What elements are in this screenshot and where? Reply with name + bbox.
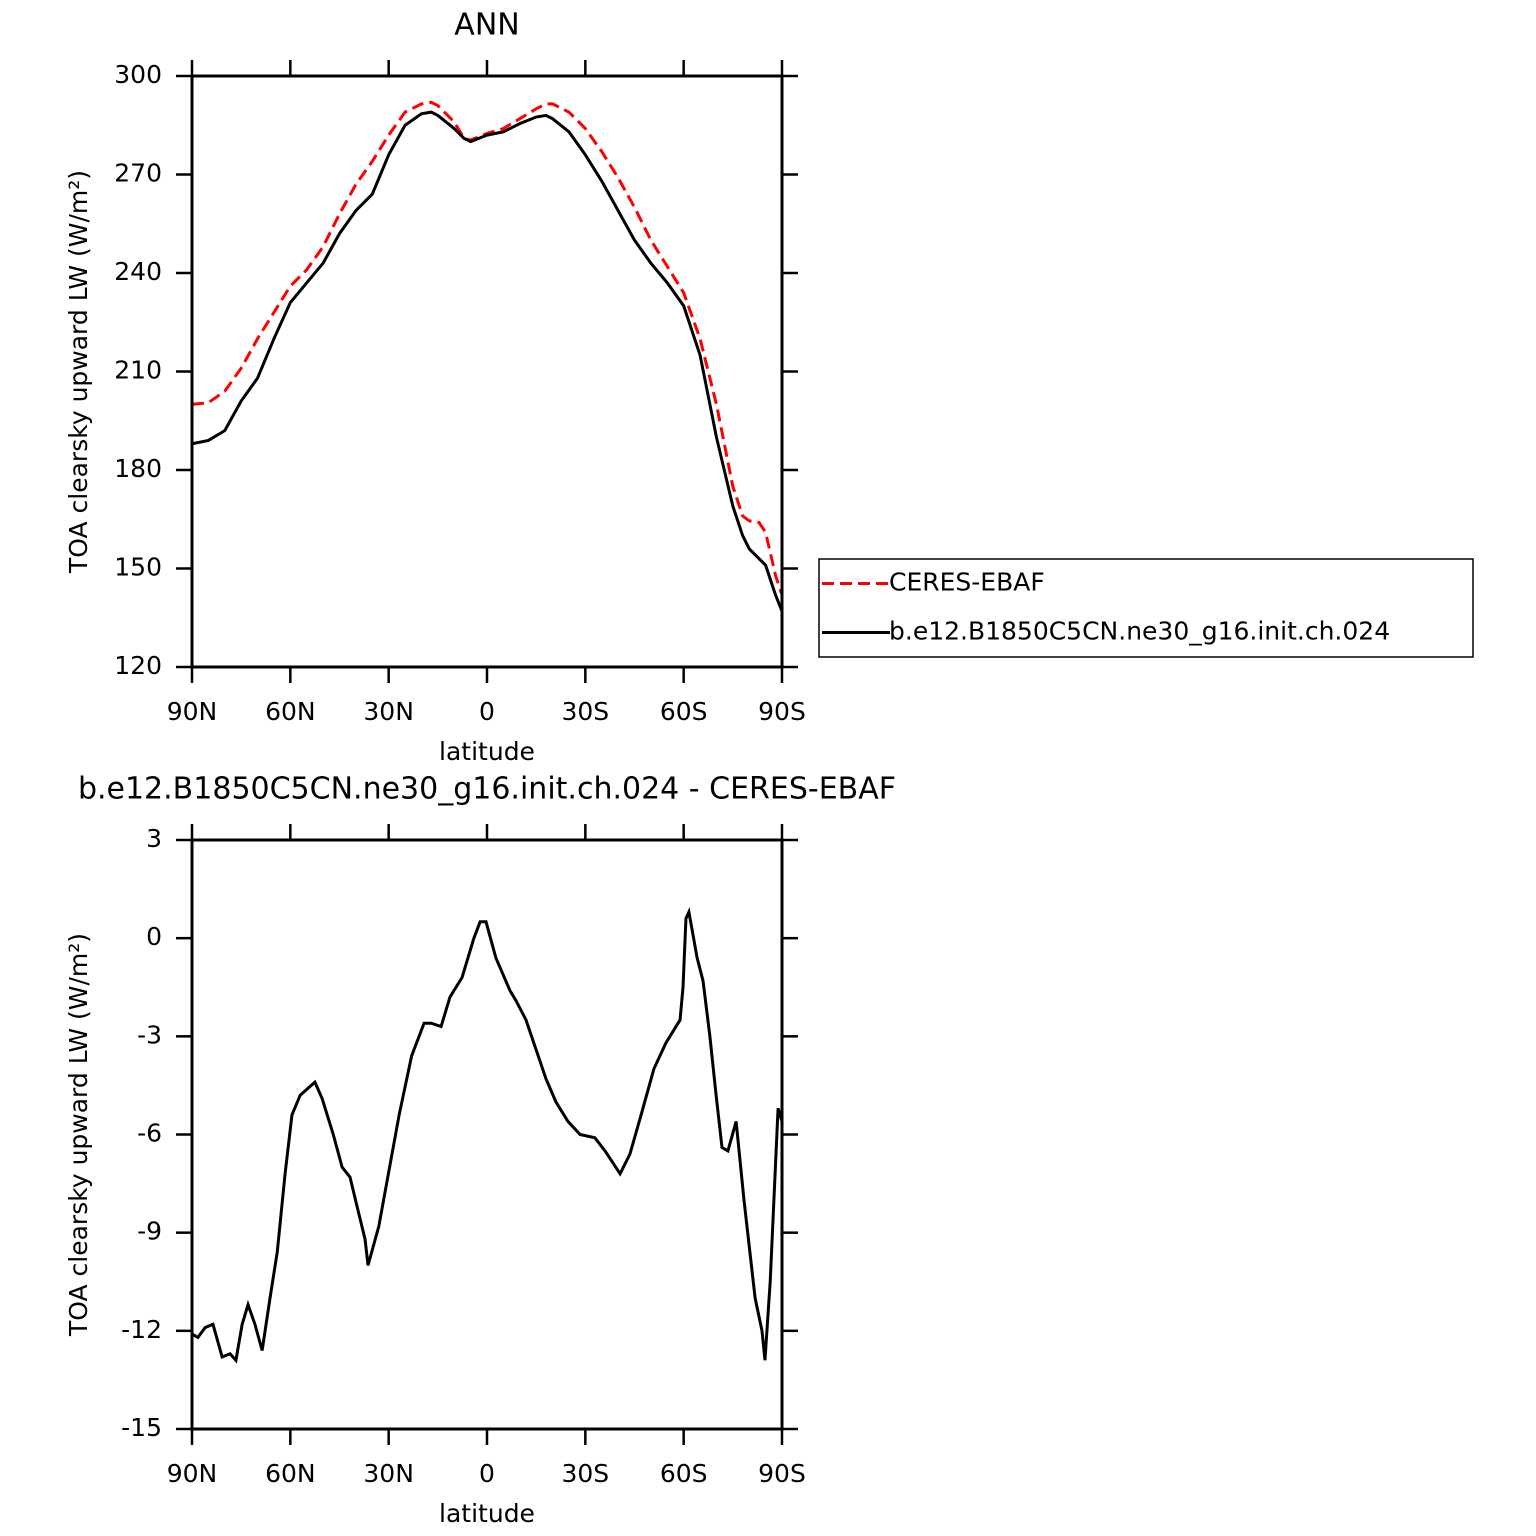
x-tick-label: 30S (561, 1459, 609, 1488)
x-tick-label: 90S (758, 1459, 806, 1488)
legend-label: b.e12.B1850C5CN.ne30_g16.init.ch.024 (889, 617, 1390, 646)
plot-frame (190, 838, 784, 1431)
y-tick-label: 180 (114, 454, 162, 483)
data-line (191, 110, 784, 612)
y-tick-label: -9 (137, 1217, 162, 1246)
y-tick-label: 3 (146, 824, 162, 853)
x-tick-label: 30N (363, 697, 414, 726)
x-tick-label: 60N (265, 697, 316, 726)
x-tick-label: 60N (265, 1459, 316, 1488)
y-axis-label: TOA clearsky upward LW (W/m²) (64, 933, 93, 1337)
y-tick-label: 210 (114, 356, 162, 385)
y-tick-label: -15 (121, 1413, 162, 1442)
y-tick-label: 150 (114, 553, 162, 582)
y-axis-label: TOA clearsky upward LW (W/m²) (64, 170, 93, 574)
y-tick-label: 120 (114, 651, 162, 680)
x-tick-label: 0 (479, 1459, 495, 1488)
x-tick-label: 30N (363, 1459, 414, 1488)
x-tick-label: 30S (561, 697, 609, 726)
y-tick-label: 300 (114, 60, 162, 89)
plot-frame (190, 74, 784, 669)
y-tick-label: -12 (121, 1315, 162, 1344)
x-tick-label: 60S (660, 1459, 708, 1488)
legend-label: CERES-EBAF (889, 568, 1045, 597)
y-tick-label: -6 (137, 1119, 162, 1148)
chart-title: ANN (454, 8, 519, 43)
legend-box (818, 558, 1474, 658)
x-axis-label: latitude (439, 737, 535, 766)
x-tick-label: 90N (167, 697, 218, 726)
x-tick-label: 90S (758, 697, 806, 726)
data-line (191, 906, 784, 1364)
y-tick-label: 240 (114, 257, 162, 286)
x-tick-label: 60S (660, 697, 708, 726)
x-tick-label: 90N (167, 1459, 218, 1488)
chart-title: b.e12.B1850C5CN.ne30_g16.init.ch.024 - C… (78, 772, 896, 807)
x-axis-label: latitude (439, 1499, 535, 1528)
y-tick-label: -3 (137, 1020, 162, 1049)
y-tick-label: 270 (114, 159, 162, 188)
y-tick-label: 0 (146, 922, 162, 951)
x-tick-label: 0 (479, 697, 495, 726)
data-line (191, 100, 784, 596)
